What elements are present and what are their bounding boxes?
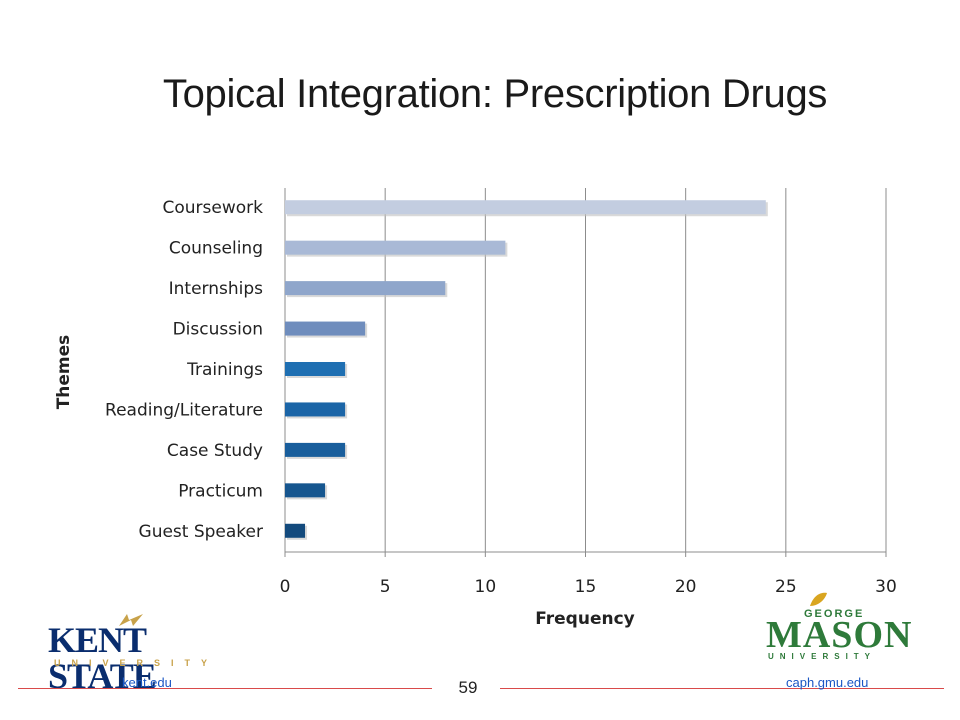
- george-mason-university-logo: GEORGE MASON UNIVERSITY: [762, 592, 911, 662]
- chart-tick-labels: 0 5 10 15 20 25 30: [280, 577, 897, 597]
- category-label: Case Study: [167, 441, 263, 461]
- category-label: Guest Speaker: [139, 522, 263, 542]
- category-label: Counseling: [169, 239, 263, 259]
- chart-category-labels: Coursework Counseling Internships Discussio…: [105, 198, 263, 542]
- slide-title: Topical Integration: Prescription Drugs: [162, 72, 828, 116]
- category-label: Discussion: [173, 320, 263, 340]
- x-tick-label: 5: [380, 577, 391, 597]
- y-axis-title: Themes: [54, 335, 74, 410]
- category-label: Internships: [169, 279, 264, 299]
- kent-state-bolt-icon: [119, 614, 143, 626]
- bar-counseling: [285, 240, 506, 255]
- category-label: Trainings: [186, 360, 263, 380]
- kent-edu-link[interactable]: kent.edu: [122, 675, 172, 690]
- x-tick-label: 25: [775, 577, 797, 597]
- category-label: Coursework: [163, 198, 264, 218]
- bar-trainings: [285, 362, 346, 376]
- chart-bars: [285, 200, 768, 540]
- x-tick-label: 20: [675, 577, 697, 597]
- page-number: 59: [458, 678, 478, 697]
- category-label: Practicum: [178, 481, 263, 501]
- mason-leaf-icon: [810, 592, 827, 606]
- x-tick-label: 15: [575, 577, 597, 597]
- mason-university-text: UNIVERSITY: [768, 652, 877, 661]
- x-tick-label: 0: [280, 577, 291, 597]
- kent-state-university-text: UNIVERSITY: [54, 658, 219, 668]
- bar-coursework: [285, 200, 766, 215]
- mason-wordmark: MASON: [766, 614, 913, 656]
- bar-reading-literature: [285, 402, 346, 417]
- footer-divider-right: [500, 688, 944, 689]
- x-axis-title: Frequency: [535, 609, 635, 629]
- caph-gmu-edu-link[interactable]: caph.gmu.edu: [786, 675, 869, 690]
- bar-practicum: [285, 483, 326, 498]
- bar-guest-speaker: [285, 523, 306, 538]
- bar-case-study: [285, 442, 346, 457]
- category-label: Reading/Literature: [105, 400, 263, 420]
- bar-discussion: [285, 321, 366, 336]
- mason-george-text: GEORGE: [804, 608, 865, 620]
- bar-internships: [285, 281, 446, 296]
- footer-divider-left: [18, 688, 432, 689]
- x-tick-label: 30: [875, 577, 897, 597]
- kent-state-university-logo: KENT STATE UNIVERSITY: [48, 614, 228, 694]
- x-tick-label: 10: [475, 577, 497, 597]
